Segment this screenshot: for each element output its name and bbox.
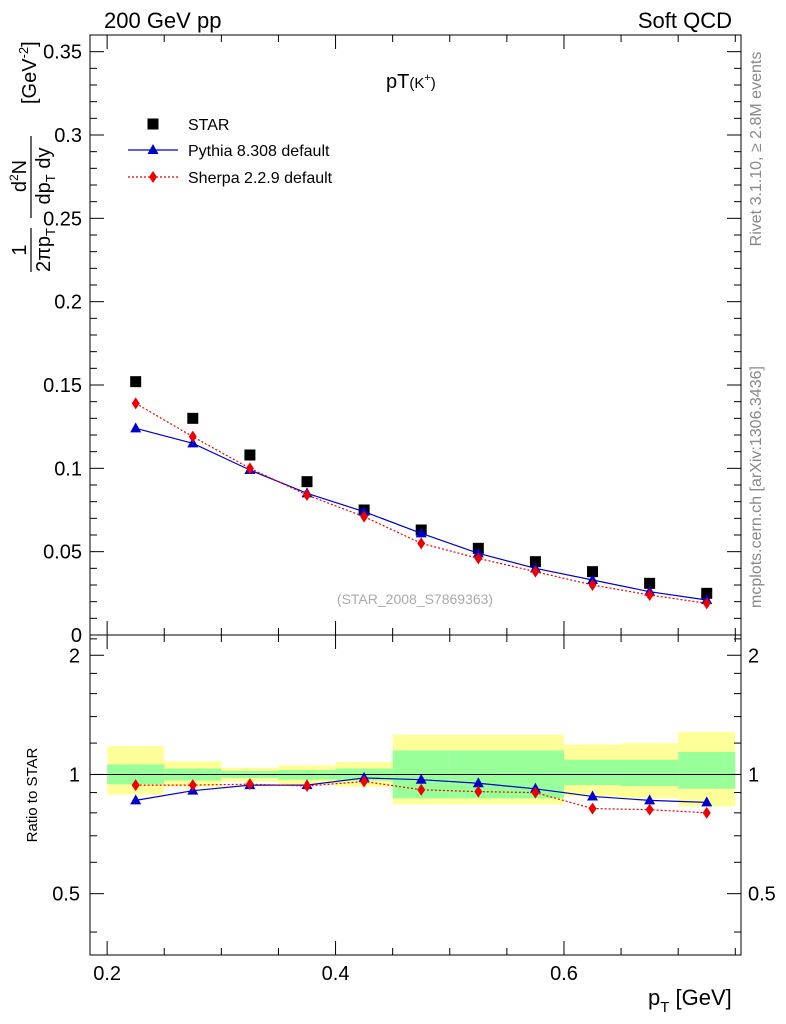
sherpa-2-2-9-default-point <box>417 537 426 550</box>
y-label-two-pi-pt: 2πpT <box>33 228 58 272</box>
pythia-8-308-default-point <box>415 527 427 538</box>
chart-text: 0.2 0.4 0.6 0 0.05 0.1 0.15 0.2 0.25 0.3 0.35 0.5 0.… <box>7 41 776 1016</box>
y-tick-label: 0.1 <box>54 458 82 480</box>
sherpa-2-2-9-default-point <box>131 397 140 410</box>
ratio-tick-label-left: 1 <box>69 764 80 786</box>
star-point <box>587 566 599 578</box>
sherpa-2-2-9-default-ratio-point <box>303 780 311 793</box>
sherpa-2-2-9-default-ratio-point <box>645 803 654 816</box>
star-point <box>244 449 256 461</box>
sherpa-2-2-9-default-ratio-point <box>702 806 711 819</box>
ratio-tick-label-left: 0.5 <box>52 884 80 906</box>
x-axis-label: pT [GeV] <box>648 985 732 1016</box>
ratio-axis-label: Ratio to STAR <box>24 747 41 842</box>
sherpa-2-2-9-default-ratio-point <box>474 785 483 798</box>
ratio-tick-label-right: 0.5 <box>748 884 776 906</box>
legend-label-sherpa-2-2-9-default: Sherpa 2.2.9 default <box>188 170 333 187</box>
collision-label: 200 GeV pp <box>104 8 222 33</box>
green-band-bin <box>678 751 736 789</box>
star-point <box>130 376 142 388</box>
sherpa-2-2-9-default-point <box>303 489 311 501</box>
analysis-watermark: (STAR_2008_S7869363) <box>337 591 493 607</box>
star-point <box>187 412 199 424</box>
y-tick-label: 0.3 <box>54 125 82 147</box>
sherpa-2-2-9-default-ratio-point <box>588 802 597 815</box>
y-tick-label: 0.15 <box>43 375 82 397</box>
y-tick-label: 0.35 <box>43 42 82 64</box>
axis-ticks <box>90 34 741 955</box>
green-band-bin <box>621 759 679 787</box>
sherpa-2-2-9-default-ratio-point <box>360 775 369 788</box>
legend-marker-sherpa-2-2-9-default <box>149 171 157 183</box>
legend-marker-pythia-8-308-default <box>147 144 159 154</box>
sherpa-2-2-9-default-point <box>702 597 711 610</box>
sherpa-2-2-9-default-ratio-point <box>188 779 197 792</box>
x-tick-label: 0.6 <box>550 963 578 985</box>
y-tick-label: 0.05 <box>43 542 82 564</box>
x-tick-label: 0.2 <box>93 963 121 985</box>
pythia-8-308-default-ratio-point <box>130 794 142 805</box>
y-label-one: 1 <box>9 244 31 255</box>
y-label-units: [GeV-2] <box>16 41 41 104</box>
category-label: Soft QCD <box>637 8 732 33</box>
pythia-8-308-default-ratio-point <box>472 777 484 788</box>
legend-label-star: STAR <box>188 117 229 134</box>
pythia-8-308-default-ratio-point <box>415 773 427 784</box>
sherpa-2-2-9-default-point <box>531 565 540 578</box>
rivet-version-label: Rivet 3.1.10, ≥ 2.8M events <box>748 51 765 247</box>
ratio-tick-label-left: 2 <box>69 645 80 667</box>
green-band-bin <box>563 759 622 786</box>
sherpa-2-2-9-default-point <box>360 510 369 523</box>
y-tick-label: 0.2 <box>54 292 82 314</box>
sherpa-2-2-9-default-line <box>135 402 707 604</box>
sherpa-2-2-9-default-point <box>245 462 254 475</box>
pythia-8-308-default-ratio-point <box>701 796 713 807</box>
sherpa-2-2-9-default-point <box>588 579 597 591</box>
chart-title: pT(K+) <box>386 71 436 93</box>
legend-marker-star <box>147 118 159 130</box>
y-tick-label: 0 <box>71 625 82 647</box>
pythia-8-308-default-point <box>130 422 142 433</box>
sherpa-2-2-9-default-ratio-point <box>131 779 140 792</box>
ratio-tick-label-right: 2 <box>748 645 759 667</box>
y-label-d2n: d2N <box>7 160 31 192</box>
sherpa-2-2-9-default-ratio-point <box>417 783 426 796</box>
sherpa-2-2-9-default-point <box>474 552 483 565</box>
mcplots-reference-label: mcplots.cern.ch [arXiv:1306.3436] <box>748 366 765 608</box>
pythia-8-308-default-line <box>135 427 707 601</box>
ratio-tick-label-right: 1 <box>748 764 759 786</box>
legend: STAR Pythia 8.308 default Sherpa 2.2.9 def… <box>128 117 333 187</box>
ratio-plot-frame <box>89 634 742 956</box>
star-point <box>529 556 541 568</box>
data-series <box>130 376 713 819</box>
sherpa-2-2-9-default-ratio-point <box>245 778 254 791</box>
star-point <box>644 577 656 589</box>
y-label-dpt-dy: dpT dy <box>33 148 58 205</box>
sherpa-2-2-9-default-point <box>645 589 654 601</box>
legend-label-pythia-8-308-default: Pythia 8.308 default <box>188 143 330 160</box>
y-tick-label: 0.25 <box>43 208 82 230</box>
star-point <box>301 476 313 488</box>
x-tick-label: 0.4 <box>322 963 350 985</box>
sherpa-2-2-9-default-ratio-point <box>531 786 540 799</box>
star-point <box>701 587 713 599</box>
pythia-8-308-default-ratio-point <box>644 794 656 805</box>
pythia-8-308-default-ratio-point <box>587 790 599 801</box>
sherpa-2-2-9-default-point <box>188 430 197 443</box>
